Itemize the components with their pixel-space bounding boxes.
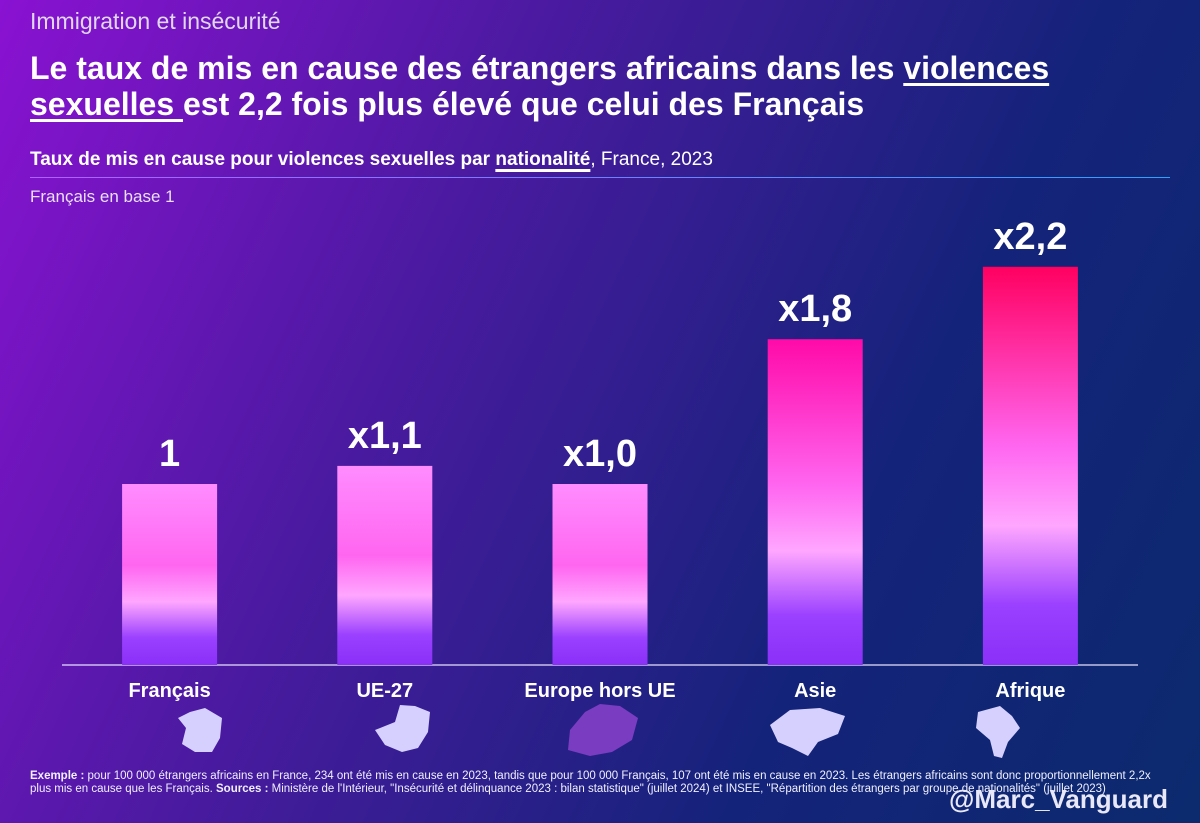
x-tick-label: UE-27	[356, 680, 413, 702]
note: Français en base 1	[30, 187, 175, 206]
supertitle: Immigration et insécurité	[30, 8, 281, 34]
subtitle-underlined: nationalité	[495, 149, 591, 170]
x-tick-label: Asie	[794, 680, 836, 702]
x-tick-label: Français	[128, 680, 210, 702]
footnote-label: Sources :	[216, 783, 269, 795]
value-label: x1,0	[563, 433, 637, 475]
subtitle-part: , France, 2023	[590, 149, 713, 170]
bar	[122, 484, 218, 665]
title-part: est 2,2 fois plus élevé que celui des Fr…	[183, 86, 865, 122]
divider	[30, 177, 1170, 178]
title-part: Le taux de mis en cause des étrangers af…	[30, 50, 904, 86]
icon-france	[178, 708, 222, 752]
icon-africa	[976, 706, 1020, 758]
title-underlined: violences sexuelles	[30, 50, 1050, 122]
icon-eu	[375, 705, 430, 752]
icon-europe	[568, 704, 638, 756]
x-tick-label: Europe hors UE	[524, 680, 675, 702]
icons	[178, 704, 1020, 758]
x-tick-label: Afrique	[995, 680, 1065, 702]
handle: @Marc_Vanguard	[949, 784, 1168, 814]
bar	[982, 266, 1078, 665]
footnote-text: Ministère de l'Intérieur, "Insécurité et…	[268, 783, 1106, 795]
value-label: x1,1	[348, 415, 422, 457]
bar	[552, 484, 648, 665]
value-label: x1,8	[778, 288, 852, 330]
footnote-text: pour 100 000 étrangers africains en Fran…	[30, 770, 1151, 795]
bar	[767, 339, 863, 665]
value-label: 1	[159, 433, 180, 475]
footnote: Exemple : pour 100 000 étrangers africai…	[30, 770, 1170, 796]
value-label: x2,2	[993, 216, 1067, 258]
title: Le taux de mis en cause des étrangers af…	[30, 50, 1170, 122]
subtitle-part: Taux de mis en cause pour violences sexu…	[30, 149, 496, 170]
subtitle: Taux de mis en cause pour violences sexu…	[30, 149, 713, 171]
icon-asia	[770, 708, 845, 756]
bar	[337, 465, 433, 665]
footnote-label: Exemple :	[30, 770, 85, 782]
